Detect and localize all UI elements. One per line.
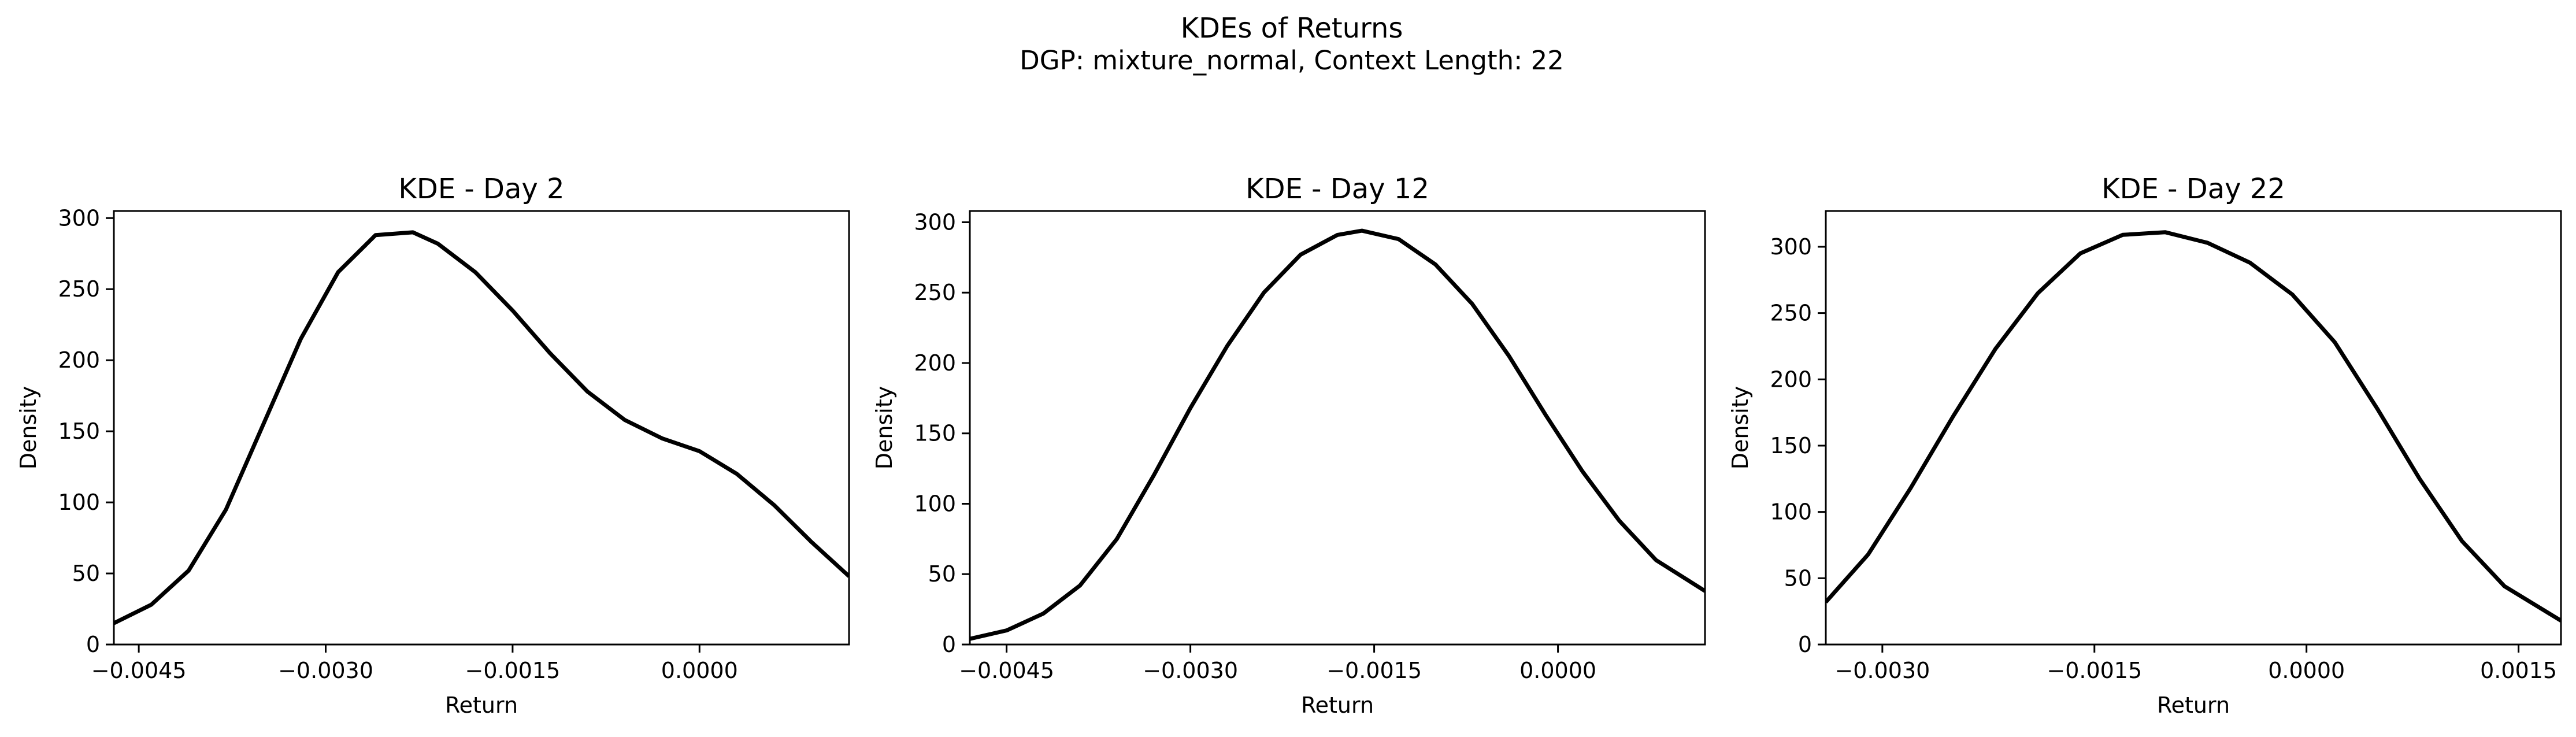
chart-1-title: KDE - Day 2 xyxy=(398,173,564,205)
chart-1-ytick-label: 200 xyxy=(58,347,100,373)
chart-2-ytick-label: 0 xyxy=(942,632,956,657)
figure-subtitle: DGP: mixture_normal, Context Length: 22 xyxy=(1020,45,1564,76)
chart-2-xtick-label: −0.0015 xyxy=(1326,658,1422,683)
chart-2-ytick-label: 300 xyxy=(914,209,956,235)
chart-1-xtick-label: 0.0000 xyxy=(661,658,738,683)
chart-1-xlabel: Return xyxy=(445,692,518,718)
chart-2-axes-frame xyxy=(969,210,1706,646)
chart-3-axes-frame xyxy=(1825,210,2562,646)
chart-1-ytick-label: 50 xyxy=(72,561,100,586)
chart-2-xtick-label: −0.0030 xyxy=(1143,658,1238,683)
chart-1-ytick-label: 0 xyxy=(86,632,100,657)
chart-1-xtick-label: −0.0045 xyxy=(91,658,187,683)
chart-3-ylabel: Density xyxy=(1728,386,1753,469)
chart-2-ytick-label: 150 xyxy=(914,421,956,446)
chart-3-title: KDE - Day 22 xyxy=(2101,173,2285,205)
chart-panel-3: KDE - Day 22 −0.0030 −0.0015 0.0000 0.0015 0 5… xyxy=(1728,173,2562,718)
chart-3-ytick-label: 200 xyxy=(1770,366,1812,392)
chart-2-ytick-label: 100 xyxy=(914,491,956,516)
chart-3-ytick-label: 0 xyxy=(1798,632,1812,657)
figure-title: KDEs of Returns xyxy=(1181,12,1403,45)
chart-2-xtick-label: −0.0045 xyxy=(959,658,1054,683)
chart-2-ylabel: Density xyxy=(872,386,897,469)
chart-3-ytick-label: 50 xyxy=(1784,565,1812,591)
chart-2-xtick-label: 0.0000 xyxy=(1519,658,1596,683)
chart-1-ytick-label: 300 xyxy=(58,205,100,231)
chart-1-ylabel: Density xyxy=(16,386,41,469)
chart-3-ytick-label: 300 xyxy=(1770,234,1812,260)
chart-3-xtick-label: −0.0030 xyxy=(1834,658,1930,683)
chart-3-ytick-label: 150 xyxy=(1770,433,1812,458)
chart-1-ytick-label: 150 xyxy=(58,419,100,444)
chart-1-ytick-label: 100 xyxy=(58,490,100,515)
chart-3-xtick-label: 0.0015 xyxy=(2480,658,2557,683)
chart-3-ytick-label: 100 xyxy=(1770,499,1812,525)
chart-3-xlabel: Return xyxy=(2157,692,2230,718)
chart-2-ytick-label: 250 xyxy=(914,280,956,305)
chart-1-xtick-label: −0.0015 xyxy=(465,658,560,683)
chart-3-ytick-label: 250 xyxy=(1770,301,1812,326)
chart-1-axes-frame xyxy=(113,210,850,646)
chart-1-series-line xyxy=(114,230,849,625)
chart-3-xtick-label: −0.0015 xyxy=(2047,658,2142,683)
chart-panel-1: KDE - Day 2 −0.0045 −0.0030 −0.0015 0.0000 0 5… xyxy=(16,173,850,718)
chart-3-series-line xyxy=(1826,230,2561,623)
chart-panels: KDE - Day 2 −0.0045 −0.0030 −0.0015 0.0000 0 5… xyxy=(16,173,2562,718)
chart-1-xtick-label: −0.0030 xyxy=(278,658,373,683)
chart-2-xlabel: Return xyxy=(1301,692,1374,718)
chart-2-series-line xyxy=(970,228,1705,641)
chart-2-ytick-label: 50 xyxy=(928,561,956,587)
chart-2-title: KDE - Day 12 xyxy=(1246,173,1429,205)
chart-3-xtick-label: 0.0000 xyxy=(2268,658,2345,683)
chart-panel-2: KDE - Day 12 −0.0045 −0.0030 −0.0015 0.0000 0… xyxy=(872,173,1706,718)
chart-2-ytick-label: 200 xyxy=(914,350,956,376)
chart-1-ytick-label: 250 xyxy=(58,276,100,302)
